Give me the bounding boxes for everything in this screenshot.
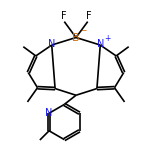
- Text: +: +: [104, 33, 111, 43]
- Text: N: N: [48, 39, 55, 49]
- Text: N: N: [97, 39, 104, 49]
- Text: B: B: [72, 33, 80, 43]
- Text: F: F: [61, 11, 66, 21]
- Text: F: F: [86, 11, 91, 21]
- Text: −: −: [80, 26, 86, 35]
- Text: N: N: [45, 108, 52, 118]
